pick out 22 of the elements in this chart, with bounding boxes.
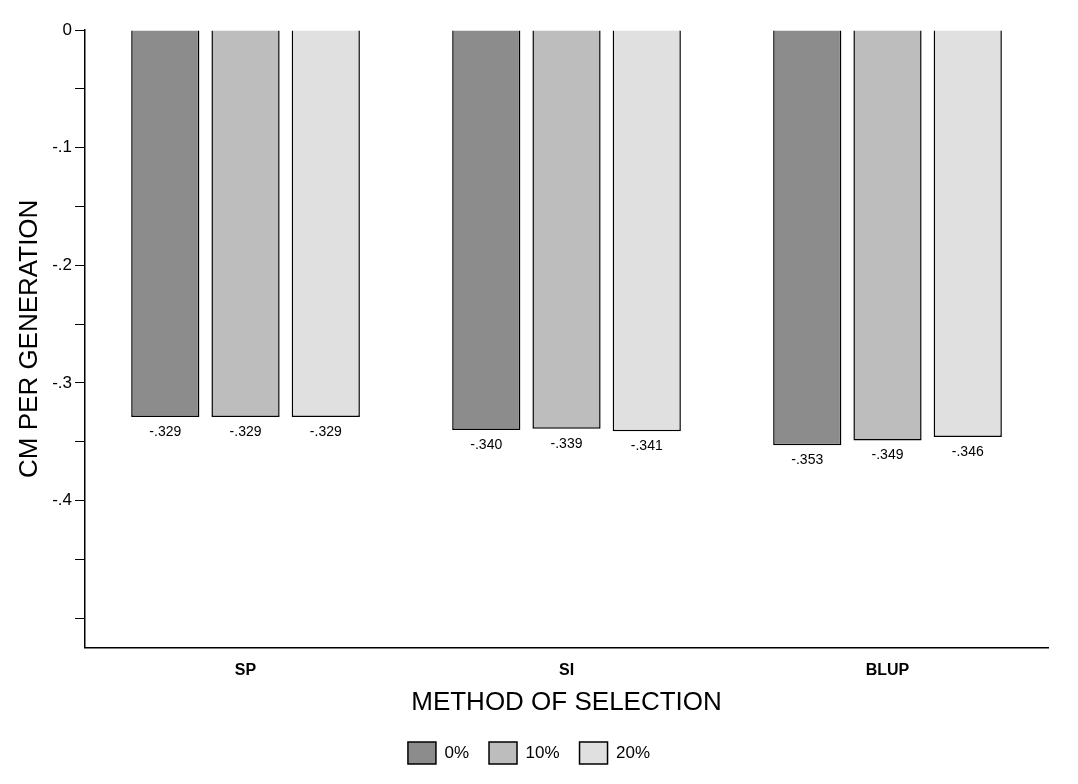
data-label: -.329 [309,422,342,439]
legend-label: 20% [616,742,651,762]
y-tick-label: -.4 [52,490,73,510]
data-label: -.329 [149,422,182,439]
x-tick-label: SP [234,660,257,678]
y-tick-label: 0 [62,19,73,39]
data-label: -.341 [630,437,663,454]
data-label: -.353 [791,451,824,468]
data-label: -.349 [871,446,904,463]
data-label: -.339 [550,434,583,451]
y-axis-title: CM PER GENERATION [12,199,43,478]
data-label: -.329 [229,422,262,439]
legend-label: 0% [444,742,470,762]
y-tick-label: -.2 [52,254,73,274]
x-tick-label: BLUP [865,660,910,678]
y-tick-label: -.1 [52,137,73,157]
data-label: -.340 [470,435,503,452]
data-label: -.346 [951,442,984,459]
y-tick-label: -.3 [52,372,73,392]
x-axis-title: METHOD OF SELECTION [411,685,722,716]
legend-label: 10% [525,742,560,762]
x-tick-label: SI [558,660,575,678]
